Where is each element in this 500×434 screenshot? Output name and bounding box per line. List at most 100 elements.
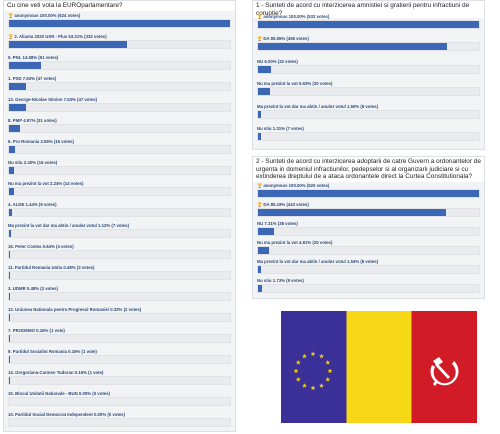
eu-star-icon xyxy=(319,353,324,359)
poll-option-text: Nu ma prezint la vot 4.81% (25 votes) xyxy=(257,240,333,245)
poll-option: Ma prezint la vot dar ma abtin / anulez … xyxy=(257,104,480,119)
flag-yellow-band xyxy=(346,311,412,423)
poll-result-bar xyxy=(8,124,231,133)
eu-star-icon xyxy=(319,383,324,388)
poll-result-bar-fill xyxy=(9,146,15,153)
poll-option-label: Nu stiu 1.73% (9 votes) xyxy=(257,278,480,283)
poll-option: 🏆anonymous 100.00% (520 votes) xyxy=(257,183,480,198)
poll-option-label: NU 7.31% (38 votes) xyxy=(257,221,480,226)
hammer-and-sickle-icon xyxy=(430,357,459,386)
poll-result-bar xyxy=(8,271,231,280)
poll-option-text: Ma prezint la vot dar ma abtin / anulez … xyxy=(257,259,379,264)
poll-option: 1. PSD 7.53% (47 votes) xyxy=(8,76,231,91)
poll-result-bar-fill xyxy=(9,20,230,27)
poll-option-label: NU 6.00% (32 votes) xyxy=(257,59,480,64)
poll-option-label: 10. Partidul Social Democrat Independent… xyxy=(8,412,231,417)
poll-option: 🏆anonymous 100.00% (624 votes) xyxy=(8,13,231,28)
poll-result-bar xyxy=(257,87,480,97)
trophy-icon: 🏆 xyxy=(257,183,263,188)
poll-option-label: 6. Pro Romania 2.56% (16 votes) xyxy=(8,139,231,144)
poll-result-bar-fill xyxy=(9,293,11,300)
poll-option-text: 6. Pro Romania 2.56% (16 votes) xyxy=(8,139,74,144)
trophy-icon: 🏆 xyxy=(257,36,263,42)
poll-result-bar xyxy=(257,189,480,198)
eu-star-icon xyxy=(310,351,316,357)
poll-result-bar xyxy=(8,292,231,301)
poll-option: 🏆DA 85.55% (456 votes) xyxy=(257,36,480,52)
poll-option-label: Nu stiu 2.40% (15 votes) xyxy=(8,160,231,165)
poll-option-text: Nu ma prezint la vot 2.24% (14 votes) xyxy=(8,181,84,186)
poll-option-text: Nu stiu 2.40% (15 votes) xyxy=(8,160,58,165)
poll-result-bar-fill xyxy=(258,247,269,254)
poll-result-bar xyxy=(8,40,231,49)
poll-result-bar xyxy=(8,166,231,175)
poll-result-bar xyxy=(8,418,231,427)
poll-option-text: NU 6.00% (32 votes) xyxy=(257,58,298,64)
poll-option-label: 13. George-Nicolae Simion 7.53% (47 vote… xyxy=(8,97,231,102)
poll-result-bar-fill xyxy=(9,230,12,237)
poll-option-label: 🏆anonymous 100.00% (520 votes) xyxy=(257,183,480,188)
poll-option: 3. UDMR 0.48% (3 votes) xyxy=(8,286,231,301)
poll-title: Cu cine veti vota la EUROparlamentare? xyxy=(4,1,235,11)
poll-result-bar-fill xyxy=(9,188,14,195)
poll-option-label: 1. PSD 7.53% (47 votes) xyxy=(8,76,231,81)
eu-star-icon xyxy=(325,359,331,365)
poll-option-text: 2. Alianta 2020 USR - Plus 53.21% (332 v… xyxy=(14,34,107,39)
poll-result-bar-fill xyxy=(9,314,10,321)
poll-result-bar xyxy=(8,145,231,154)
eu-star-icon xyxy=(293,368,299,374)
poll-result-bar-fill xyxy=(258,88,271,96)
poll-option: 12. Uniunea Nationala pentru Progresul R… xyxy=(8,307,231,322)
poll-result-bar-fill xyxy=(258,65,272,73)
trophy-icon: 🏆 xyxy=(8,13,14,18)
poll-option: 🏆anonymous 100.00% (533 votes) xyxy=(257,14,480,29)
poll-option-text: Ma prezint la vot dar ma abtin / anulez … xyxy=(257,103,379,109)
eu-star-icon xyxy=(302,383,307,388)
flag-blue-band xyxy=(281,311,347,423)
poll-option-label: 🏆2. Alianta 2020 USR - Plus 53.21% (332 … xyxy=(8,34,231,39)
poll-option-label: 11. Partidul Romania Unita 0.48% (3 vote… xyxy=(8,265,231,270)
poll-result-bar xyxy=(8,250,231,259)
poll-option-text: Nu ma prezint la vot 5.63% (30 votes) xyxy=(257,81,333,87)
eu-star-icon xyxy=(325,376,331,382)
poll-option: NU 7.31% (38 votes) xyxy=(257,221,480,236)
poll-referendum-question-2: 2 - Sunteti de acord cu interzicerea ado… xyxy=(252,156,485,299)
poll-result-bar-fill xyxy=(9,62,42,69)
poll-option: 4. ALDE 1.44% (9 votes) xyxy=(8,202,231,217)
trophy-icon: 🏆 xyxy=(257,14,263,19)
poll-option-label: Nu ma prezint la vot 2.24% (14 votes) xyxy=(8,181,231,186)
poll-option: 11. Partidul Romania Unita 0.48% (3 vote… xyxy=(8,265,231,280)
poll-option-text: DA 85.19% (443 votes) xyxy=(263,202,309,207)
poll-europarlamentare: Cu cine veti vota la EUROparlamentare? 🏆… xyxy=(3,0,236,432)
poll-option: Nu stiu 1.31% (7 votes) xyxy=(257,126,480,141)
poll-option: 10. Partidul Social Democrat Independent… xyxy=(8,412,231,427)
poll-option-text: Nu stiu 1.73% (9 votes) xyxy=(257,278,304,283)
eu-star-icon xyxy=(302,353,307,359)
poll-result-bar xyxy=(8,19,231,28)
poll-option: Nu stiu 2.40% (15 votes) xyxy=(8,160,231,175)
poll-result-bar xyxy=(257,109,480,119)
poll-result-bar-fill xyxy=(258,285,262,292)
poll-result-bar xyxy=(257,265,480,274)
poll-option-text: 3. UDMR 0.48% (3 votes) xyxy=(8,286,58,291)
eu-stars-icon xyxy=(293,351,333,391)
poll-option-text: 9. Partidul Socialist Romania 0.16% (1 v… xyxy=(8,349,97,354)
poll-result-bar-fill xyxy=(9,41,127,48)
poll-option-text: anonymous 100.00% (520 votes) xyxy=(263,183,330,188)
poll-result-bar xyxy=(8,187,231,196)
poll-title: 1 - Sunteti de acord cu interzicerea amn… xyxy=(253,1,484,18)
poll-result-bar-fill xyxy=(258,190,479,197)
trophy-icon: 🏆 xyxy=(257,202,263,207)
poll-option: Nu ma prezint la vot 2.24% (14 votes) xyxy=(8,181,231,196)
poll-result-bar xyxy=(257,20,480,29)
poll-option-text: anonymous 100.00% (533 votes) xyxy=(263,14,330,19)
poll-option-text: 10. Partidul Social Democrat Independent… xyxy=(8,412,126,417)
poll-option: 🏆2. Alianta 2020 USR - Plus 53.21% (332 … xyxy=(8,34,231,49)
poll-result-bar xyxy=(257,246,480,255)
poll-result-bar xyxy=(8,61,231,70)
poll-result-bar-fill xyxy=(258,110,262,118)
poll-result-bar xyxy=(257,42,480,52)
poll-option-text: 12. Uniunea Nationala pentru Progresul R… xyxy=(8,307,142,312)
poll-option-label: Ma prezint la vot dar ma abtin / anulez … xyxy=(8,223,231,228)
poll-option-text: Nu stiu 1.31% (7 votes) xyxy=(257,126,304,131)
